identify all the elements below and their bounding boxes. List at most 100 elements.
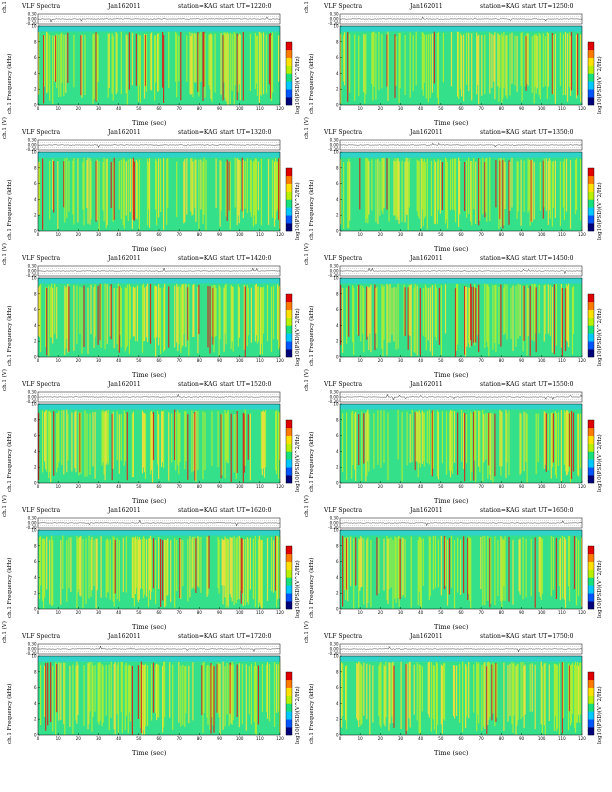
spectrogram-cell: [156, 663, 158, 721]
spectrogram-cell: [176, 161, 178, 218]
spectrogram-cell: [495, 284, 497, 353]
waveform-tick-label: 0.00: [28, 269, 37, 274]
spectrogram-cell: [262, 32, 265, 95]
waveform-tick-label: 0.30: [28, 642, 37, 647]
spectrogram-cell: [489, 32, 491, 94]
spectrogram-cell: [83, 157, 85, 226]
waveform-trace: [339, 520, 582, 527]
spectrogram-cell: [391, 287, 393, 335]
spectrogram-cell: [422, 412, 424, 462]
spectrogram-cell: [556, 665, 559, 729]
start-value: =1620:0: [245, 507, 272, 514]
spectrogram-cell: [550, 536, 552, 597]
time-tick-label: 50: [438, 736, 444, 741]
waveform-tick-label: 0.30: [28, 12, 37, 17]
spectrogram-cell: [230, 538, 232, 598]
spectrogram-cell: [226, 663, 228, 715]
time-tick-label: 50: [136, 358, 142, 363]
spectrogram-cell: [484, 162, 486, 218]
frequency-tick-label: 10: [31, 654, 37, 659]
spectrogram-cell: [222, 35, 224, 101]
time-tick-label: 0: [37, 610, 40, 615]
spectrogram-cell: [57, 161, 59, 229]
time-tick-label: 100: [236, 736, 244, 741]
start-prefix: start UT: [522, 633, 548, 640]
spectrogram-cell: [230, 413, 232, 483]
colorbar-segment: [588, 475, 594, 484]
spectrogram-cell: [561, 535, 564, 599]
spectrogram-cell: [163, 287, 165, 352]
spectrogram-cell: [163, 410, 165, 469]
spectrogram-cell: [229, 33, 231, 104]
waveform-trace: [37, 16, 280, 23]
spectrogram-cell: [118, 414, 120, 474]
spectrogram-cell: [61, 32, 63, 84]
colorbar-segment: [286, 703, 292, 712]
spectrogram-cell: [158, 33, 160, 91]
spectrogram-cell: [348, 159, 350, 229]
colorbar-segment: [286, 546, 292, 555]
spectrogram-cell: [525, 412, 527, 462]
spectrogram-cell: [111, 33, 113, 94]
colorbar-segment: [588, 569, 594, 578]
time-tick-label: 40: [418, 232, 424, 237]
spectrogram-cell: [458, 32, 460, 100]
time-tick-label: 40: [116, 736, 122, 741]
spectrogram-cell: [351, 412, 353, 479]
spectrogram-cell: [346, 665, 348, 730]
spectrogram-cell: [260, 33, 263, 96]
spectrogram-cell: [265, 664, 268, 712]
time-tick-label: 0: [37, 736, 40, 741]
frequency-tick-label: 8: [34, 291, 37, 296]
spectrogram-cell: [489, 663, 491, 718]
spectrogram-cell: [146, 283, 149, 342]
time-tick-label: 70: [177, 106, 183, 111]
time-tick-label: 40: [418, 106, 424, 111]
spectrogram-cell: [134, 287, 137, 342]
spectrogram-cell: [191, 538, 193, 590]
spectrogram-cell: [279, 536, 281, 598]
spectrogram-cell: [559, 538, 562, 601]
spectrogram-cell: [432, 535, 435, 590]
spectrogram-cell: [441, 411, 444, 464]
spectrogram-cell: [475, 410, 477, 483]
spectrogram-cell: [149, 411, 152, 475]
spectrogram-cell: [180, 32, 182, 101]
spectrogram-cell: [247, 539, 249, 605]
spectrogram-cell: [120, 159, 122, 219]
spectrogram-cell: [373, 31, 375, 87]
spectrogram-cell: [495, 663, 497, 722]
frequency-tick-label: 8: [336, 543, 339, 548]
colorbar-segment: [286, 199, 292, 208]
spectrogram-cell: [442, 32, 445, 83]
frequency-tick-label: 8: [34, 417, 37, 422]
frequency-tick-label: 2: [34, 87, 37, 92]
time-tick-label: 50: [136, 484, 142, 489]
time-tick-label: 110: [256, 610, 264, 615]
spectrogram-cell: [197, 32, 199, 92]
spectrogram-cell: [460, 33, 462, 90]
spectrogram-cell: [197, 286, 199, 354]
spectrogram-cell: [255, 36, 258, 84]
spectrogram-cell: [131, 32, 134, 86]
spectrogram-cell: [247, 287, 249, 336]
time-tick-label: 50: [136, 232, 142, 237]
spectrogram-cell: [247, 414, 249, 460]
spectrogram-cell: [151, 413, 154, 483]
panel-title: VLF Spectra: [324, 633, 363, 640]
spectrogram-cell: [519, 284, 521, 336]
spectrogram-cell: [179, 538, 181, 599]
spectrogram-cell: [47, 662, 49, 726]
spectrogram-cell: [186, 35, 188, 82]
colorbar-segment: [286, 341, 292, 350]
spectrogram-cell: [483, 414, 485, 463]
spectrogram-cell: [277, 536, 279, 600]
colorbar-segment: [286, 435, 292, 444]
spectrogram-cell: [537, 413, 539, 463]
time-tick-label: 70: [479, 484, 485, 489]
spectrogram-panel: VLF Spectra Jan162011 station=KAG start …: [2, 369, 306, 508]
spectrogram-cell: [218, 539, 220, 594]
spectrogram-cell: [547, 161, 549, 225]
spectrogram-cell: [204, 33, 206, 98]
spectrogram-cell: [66, 157, 68, 219]
